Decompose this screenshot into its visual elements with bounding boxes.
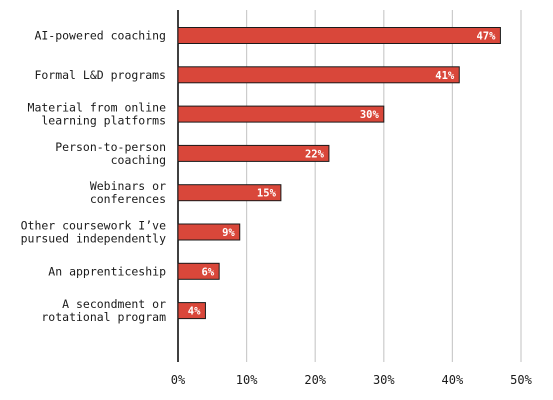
x-tick-label: 40%	[442, 373, 464, 387]
category-label: Formal L&D programs	[34, 68, 166, 82]
data-label: 4%	[188, 306, 201, 318]
data-label: 47%	[476, 31, 496, 43]
x-tick-label: 10%	[236, 373, 258, 387]
data-label: 9%	[222, 227, 235, 239]
category-label: Other coursework I’ve	[21, 219, 166, 233]
category-label: learning platforms	[41, 114, 166, 128]
data-label: 22%	[305, 148, 325, 160]
bar	[177, 302, 206, 320]
bar	[177, 144, 330, 162]
x-tick-label: 20%	[304, 373, 326, 387]
bar	[177, 105, 385, 123]
category-label: Material from online	[28, 101, 167, 115]
category-label: rotational program	[41, 310, 166, 324]
x-tick-label: 30%	[373, 373, 395, 387]
category-label: pursued independently	[21, 232, 166, 246]
bar	[177, 262, 220, 280]
category-label: conferences	[90, 192, 166, 206]
category-label: Person-to-person	[55, 140, 166, 154]
category-label: AI-powered coaching	[34, 29, 166, 43]
category-label: coaching	[111, 153, 166, 167]
x-tick-label: 50%	[510, 373, 532, 387]
data-label: 41%	[435, 70, 455, 82]
data-label: 6%	[202, 266, 215, 278]
bar	[177, 223, 241, 241]
data-label: 15%	[257, 188, 277, 200]
category-label: Webinars or	[90, 179, 166, 193]
x-tick-label: 0%	[171, 373, 186, 387]
bar	[177, 27, 501, 44]
bar	[177, 184, 282, 202]
bar	[177, 66, 460, 84]
category-label: A secondment or	[62, 297, 166, 311]
category-label: An apprenticeship	[48, 264, 166, 278]
data-label: 30%	[360, 109, 380, 121]
